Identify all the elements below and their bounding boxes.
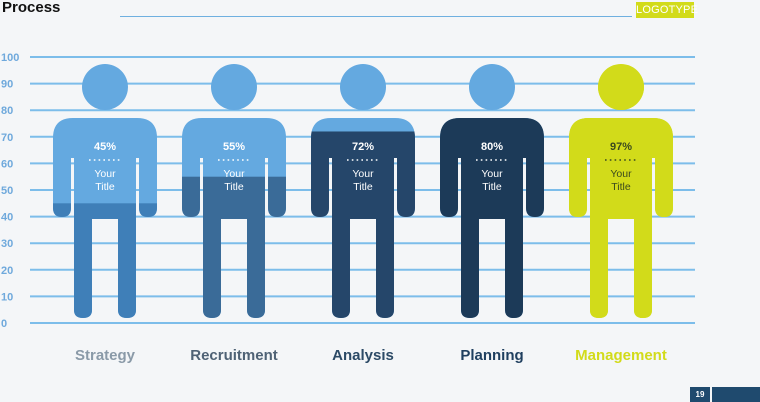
- value-label: 72%: [352, 141, 374, 153]
- category-label: Strategy: [75, 347, 136, 364]
- figure-title-label: Title: [224, 181, 244, 193]
- y-tick-label: 30: [1, 238, 13, 250]
- value-label: 55%: [223, 141, 245, 153]
- y-tick-label: 60: [1, 158, 13, 170]
- person-fill-bar: [569, 64, 673, 318]
- figure-title-label: Title: [95, 181, 115, 193]
- figure-title-label: Your: [94, 168, 116, 180]
- figure-title-label: Your: [223, 168, 245, 180]
- figure-title-label: Your: [610, 168, 632, 180]
- value-label: 45%: [94, 141, 116, 153]
- value-label: 80%: [481, 141, 503, 153]
- y-tick-label: 0: [1, 318, 7, 330]
- page-number: 19: [690, 387, 710, 402]
- y-tick-label: 70: [1, 132, 13, 144]
- category-label: Planning: [460, 347, 523, 364]
- person-fill-bar: [182, 176, 286, 318]
- y-tick-label: 90: [1, 79, 13, 91]
- logo-badge: LOGOTYPE: [636, 2, 699, 18]
- figure-title-label: Title: [353, 181, 373, 193]
- figure-title-label: Title: [482, 181, 502, 193]
- person-fill-bar: [53, 203, 157, 318]
- y-tick-label: 10: [1, 291, 13, 303]
- y-tick-label: 40: [1, 212, 13, 224]
- page-footer-bar: [712, 387, 760, 402]
- figure-title-label: Your: [352, 168, 374, 180]
- category-labels: Strategy Recruitment Analysis Planning Manag…: [75, 347, 667, 364]
- category-label: Management: [575, 347, 667, 364]
- person-fill-bar: [311, 131, 415, 318]
- y-tick-label: 50: [1, 185, 13, 197]
- category-label: Recruitment: [190, 347, 278, 364]
- y-tick-label: 20: [1, 265, 13, 277]
- category-label: Analysis: [332, 347, 394, 364]
- page-title: Process: [2, 0, 61, 16]
- figure-title-label: Your: [481, 168, 503, 180]
- figure-title-label: Title: [611, 181, 631, 193]
- value-label: 97%: [610, 141, 632, 153]
- header-rule: [120, 16, 632, 17]
- y-tick-label: 80: [1, 105, 13, 117]
- y-tick-label: 100: [1, 52, 19, 64]
